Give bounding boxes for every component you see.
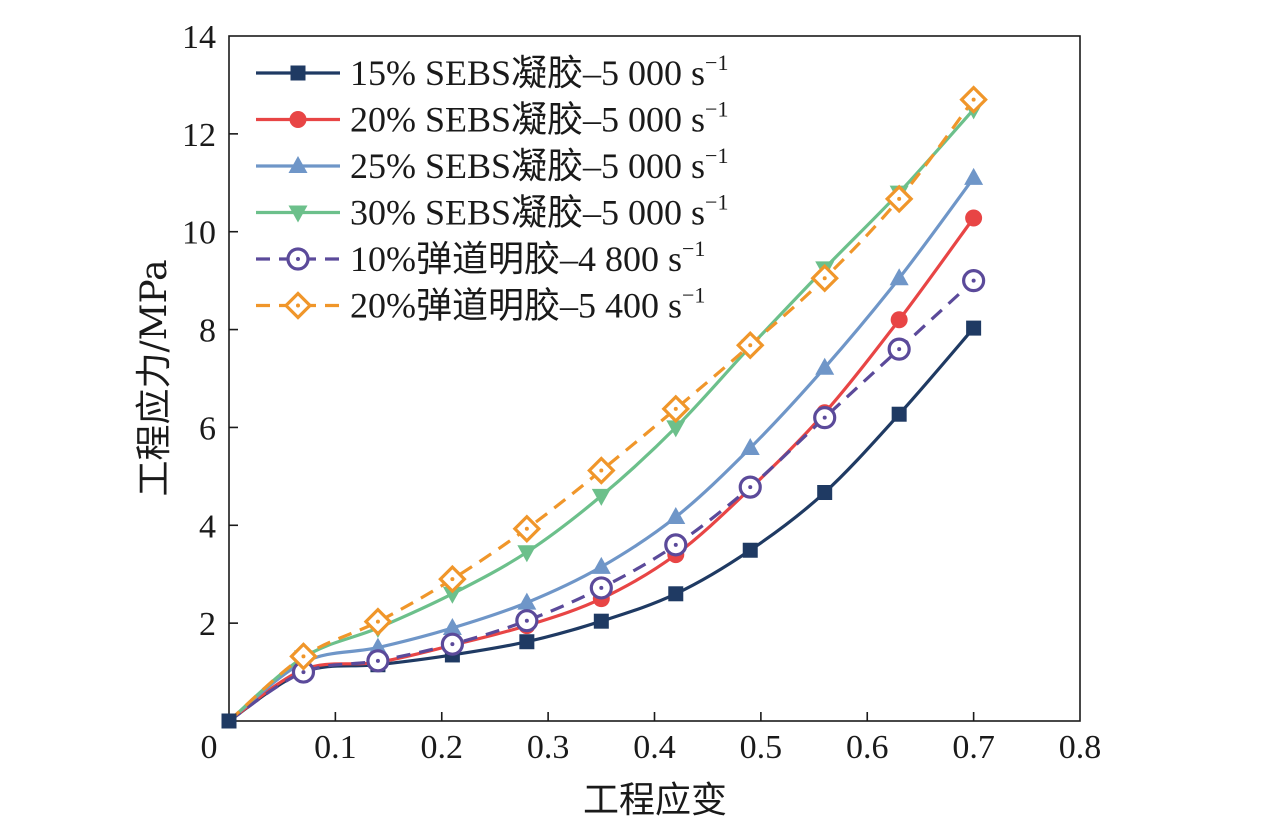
legend-item: 30% SEBS凝胶–5 000 s−1 [256,190,728,233]
data-point [442,618,462,636]
data-point [519,634,535,650]
y-tick-label: 4 [199,508,216,545]
series-6 [227,85,988,723]
x-tick-label: 0.6 [846,729,889,766]
y-tick-label: 8 [199,313,216,350]
data-point [964,167,984,185]
legend-label: 10%弹道明胶–4 800 s−1 [350,236,705,279]
y-tick-label: 12 [182,117,216,154]
legend: 15% SEBS凝胶–5 000 s−120% SEBS凝胶–5 000 s−1… [256,50,728,326]
legend-marker [289,111,307,128]
legend-marker [283,291,313,320]
data-point [884,184,914,214]
x-tick-label: 0.2 [421,729,464,766]
data-point [738,475,762,499]
y-tick-label: 10 [182,215,216,252]
data-point [666,506,686,524]
legend-superscript: −1 [682,283,705,308]
legend-marker [288,205,308,223]
data-point [962,269,986,293]
data-point [593,613,609,629]
legend-superscript: −1 [705,97,728,122]
data-point [517,545,537,563]
data-point [591,556,611,574]
x-axis-label: 工程应变 [583,780,727,821]
data-point [440,632,464,656]
data-point [442,586,462,604]
data-point [668,586,684,602]
data-point [735,330,765,360]
data-point [589,576,613,600]
series-line [228,176,975,723]
legend-marker [286,247,310,271]
data-point [366,649,390,673]
data-point [363,607,393,636]
legend-item: 15% SEBS凝胶–5 000 s−1 [256,50,728,93]
data-point [740,437,760,455]
legend-superscript: −1 [705,143,728,168]
data-point [810,263,839,293]
legend-label: 20% SEBS凝胶–5 000 s−1 [350,97,728,140]
data-point [889,268,909,286]
series-1 [228,320,982,723]
y-tick-label: 6 [199,410,216,447]
origin-tick-label: 0 [201,729,218,766]
data-point [890,311,908,329]
x-tick-label: 0.1 [314,729,357,766]
x-tick-label: 0.7 [952,729,995,766]
legend-superscript: −1 [705,50,728,75]
data-point [438,564,467,594]
data-point [887,337,911,361]
y-axis-label: 工程应力/MPa [134,259,175,496]
x-axis: 0.1 0.2 0.3 0.4 0.5 0.6 0.7 0.8 [314,712,1101,766]
data-point [661,394,691,424]
data-point [664,533,688,557]
data-point [966,320,982,336]
origin-point [221,713,237,729]
data-point [965,209,983,227]
x-tick-label: 0.4 [633,729,676,766]
data-point [515,609,539,633]
y-axis: 2 4 6 8 10 12 14 [182,19,238,643]
data-point [815,357,835,375]
y-tick-label: 2 [199,606,216,643]
data-point [289,642,318,671]
series-layer [221,85,988,729]
legend-label: 15% SEBS凝胶–5 000 s−1 [350,50,728,93]
data-point [813,406,837,430]
legend-superscript: −1 [682,236,705,261]
series-line [228,279,975,723]
data-point [512,514,542,543]
legend-superscript: −1 [705,190,728,215]
data-point [517,592,537,610]
data-point [891,406,907,422]
legend-item: 20%弹道明胶–5 400 s−1 [256,283,705,326]
y-tick-label: 14 [182,19,216,56]
legend-label: 30% SEBS凝胶–5 000 s−1 [350,190,728,233]
data-point [666,420,686,438]
series-line [227,108,975,723]
legend-item: 10%弹道明胶–4 800 s−1 [256,236,705,279]
legend-item: 20% SEBS凝胶–5 000 s−1 [256,97,728,140]
legend-item: 25% SEBS凝胶–5 000 s−1 [256,143,728,186]
x-tick-label: 0.8 [1059,729,1102,766]
data-point [959,85,988,114]
legend-label: 25% SEBS凝胶–5 000 s−1 [350,143,728,186]
series-5 [228,269,986,723]
legend-label: 20%弹道明胶–5 400 s−1 [350,283,705,326]
legend-marker [290,65,306,81]
legend-marker [288,156,308,173]
data-point [817,485,833,501]
x-tick-label: 0.3 [527,729,570,766]
x-tick-label: 0.5 [740,729,783,766]
data-point [742,542,758,558]
data-point [591,488,611,506]
data-point [587,456,616,485]
series-line [228,327,975,723]
